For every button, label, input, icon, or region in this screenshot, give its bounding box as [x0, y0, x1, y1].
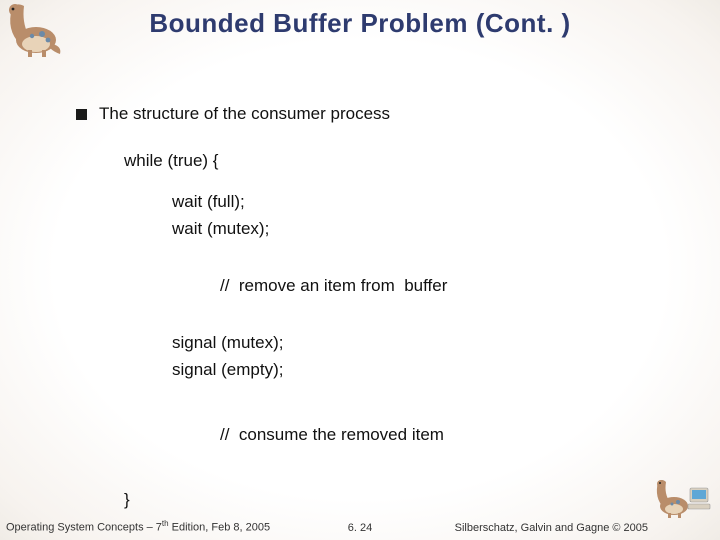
code-line: wait (full);	[172, 191, 447, 214]
footer-right: Silberschatz, Galvin and Gagne © 2005	[455, 522, 648, 534]
code-line: }	[124, 489, 447, 512]
code-line: signal (empty);	[172, 359, 447, 382]
bullet-square-icon	[76, 109, 87, 120]
code-block: while (true) { wait (full); wait (mutex)…	[124, 150, 447, 512]
slide-title: Bounded Buffer Problem (Cont. )	[0, 8, 720, 39]
code-line: // consume the removed item	[220, 424, 447, 447]
code-line: wait (mutex);	[172, 218, 447, 241]
dinosaur-computer-icon	[654, 476, 712, 520]
code-line: signal (mutex);	[172, 332, 447, 355]
bullet-row: The structure of the consumer process	[76, 104, 390, 124]
slide: Bounded Buffer Problem (Cont. ) The stru…	[0, 0, 720, 540]
code-line: // remove an item from buffer	[220, 275, 447, 298]
bullet-text: The structure of the consumer process	[99, 104, 390, 124]
code-line: while (true) {	[124, 150, 447, 173]
